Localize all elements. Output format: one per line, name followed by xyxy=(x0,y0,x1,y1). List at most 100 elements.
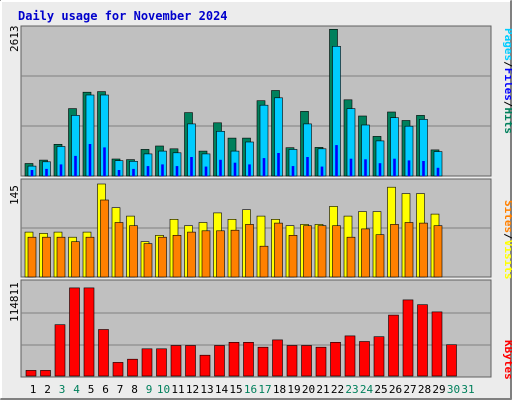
kbytes-bar xyxy=(214,345,225,377)
panel-kbytes: 114811 KBytes xyxy=(8,279,512,380)
kbytes-bar xyxy=(417,304,428,377)
pages-bar xyxy=(364,159,367,177)
kbytes-bar xyxy=(359,341,370,377)
sites-bar xyxy=(187,231,196,278)
pages-bar xyxy=(30,170,34,177)
x-tick-label: 19 xyxy=(287,383,300,396)
sites-bar xyxy=(245,224,254,278)
legend-files: Files xyxy=(502,68,512,101)
x-tick-label: 3 xyxy=(59,383,66,396)
legend-slash: / xyxy=(502,233,512,240)
kbytes-bar xyxy=(286,345,298,377)
pages-bar xyxy=(378,163,382,177)
pages-bar xyxy=(219,159,222,177)
chart-title: Daily usage for November 2024 xyxy=(18,9,228,23)
kbytes-ymax-label: 114811 xyxy=(8,282,21,322)
pages-bar xyxy=(436,167,440,177)
sites-bar xyxy=(201,230,211,278)
sites-bar xyxy=(303,225,312,278)
sites-bar xyxy=(274,222,283,278)
x-tick-label: 29 xyxy=(432,383,445,396)
pages-bar xyxy=(349,158,353,177)
pages-bar xyxy=(248,164,251,177)
kbytes-bar xyxy=(185,345,196,377)
sites-bar xyxy=(129,225,138,278)
pages-bar xyxy=(161,164,164,177)
legend-hits: Hits xyxy=(502,108,512,135)
x-tick-label: 1 xyxy=(30,383,37,396)
sites-bar xyxy=(71,241,80,278)
x-tick-label: 24 xyxy=(360,383,374,396)
legend-visits-sites: Sites/Visits xyxy=(502,200,512,280)
legend-pages: Pages xyxy=(502,28,512,61)
pages-bar xyxy=(45,168,48,177)
x-tick-label: 11 xyxy=(171,383,184,396)
kbytes-bar xyxy=(112,362,124,377)
pages-bar xyxy=(335,145,338,177)
x-tick-label: 16 xyxy=(244,383,257,396)
sites-bar xyxy=(259,245,269,278)
x-tick-label: 7 xyxy=(117,383,124,396)
sites-bar xyxy=(42,236,51,278)
sites-bar xyxy=(433,225,443,278)
kbytes-bar xyxy=(446,344,457,377)
kbytes-bar xyxy=(344,335,356,377)
sites-bar xyxy=(419,222,428,278)
legend-sites: Sites xyxy=(502,200,512,233)
x-tick-label: 15 xyxy=(229,383,242,396)
x-tick-label: 23 xyxy=(345,383,358,396)
pages-bar xyxy=(233,162,237,177)
kbytes-bar xyxy=(54,324,66,377)
pages-bar xyxy=(146,166,150,177)
kbytes-bar xyxy=(301,345,312,377)
legend-slash: / xyxy=(502,61,512,68)
x-tick-label: 17 xyxy=(258,383,271,396)
x-tick-label: 10 xyxy=(157,383,170,396)
x-tick-label: 13 xyxy=(200,383,213,396)
kbytes-bar xyxy=(243,341,254,377)
sites-bar xyxy=(100,199,109,278)
sites-bar xyxy=(317,225,327,278)
pages-bar xyxy=(306,157,309,177)
kbytes-bar xyxy=(127,358,138,377)
sites-bar xyxy=(375,234,385,278)
kbytes-bar xyxy=(98,329,109,377)
pages-bar xyxy=(103,147,106,177)
kbytes-bar xyxy=(199,354,211,377)
kbytes-bar xyxy=(330,341,341,377)
pages-bar xyxy=(74,155,77,177)
x-tick-label: 14 xyxy=(215,383,229,396)
kbytes-bar xyxy=(69,287,80,377)
x-tick-label: 12 xyxy=(186,383,199,396)
pages-bar xyxy=(204,166,208,177)
x-tick-label: 2 xyxy=(44,383,51,396)
x-tick-label: 25 xyxy=(374,383,387,396)
kbytes-bar xyxy=(315,346,327,377)
x-tick-label: 9 xyxy=(146,383,153,396)
kbytes-bar xyxy=(170,345,182,377)
kbytes-bar xyxy=(388,314,399,377)
kbytes-bar xyxy=(373,336,385,377)
pages-bar xyxy=(422,161,425,177)
pages-bar xyxy=(291,166,295,177)
x-tick-label: 26 xyxy=(389,383,402,396)
x-tick-label: 22 xyxy=(331,383,344,396)
sites-bar xyxy=(361,228,370,278)
pages-bar xyxy=(117,170,121,177)
sites-bar xyxy=(404,222,414,278)
pages-bar xyxy=(320,166,324,177)
x-tick-label: 30 xyxy=(447,383,460,396)
sites-bar xyxy=(158,236,167,278)
pages-bar xyxy=(88,144,92,177)
x-tick-label: 5 xyxy=(88,383,95,396)
pages-bar xyxy=(190,157,193,177)
sites-bar xyxy=(288,235,298,278)
kbytes-bar xyxy=(272,339,283,377)
kbytes-bar xyxy=(156,348,167,377)
kbytes-bar xyxy=(402,299,414,377)
pages-bar xyxy=(132,168,135,177)
kbytes-bar xyxy=(431,311,443,377)
x-axis-labels: 1 2 3 4 5 6 7 8 9 10 11 12 13 14 15 16 17 18 19 20 21 22 23 24 2… xyxy=(30,383,475,396)
kbytes-bar xyxy=(257,346,269,377)
